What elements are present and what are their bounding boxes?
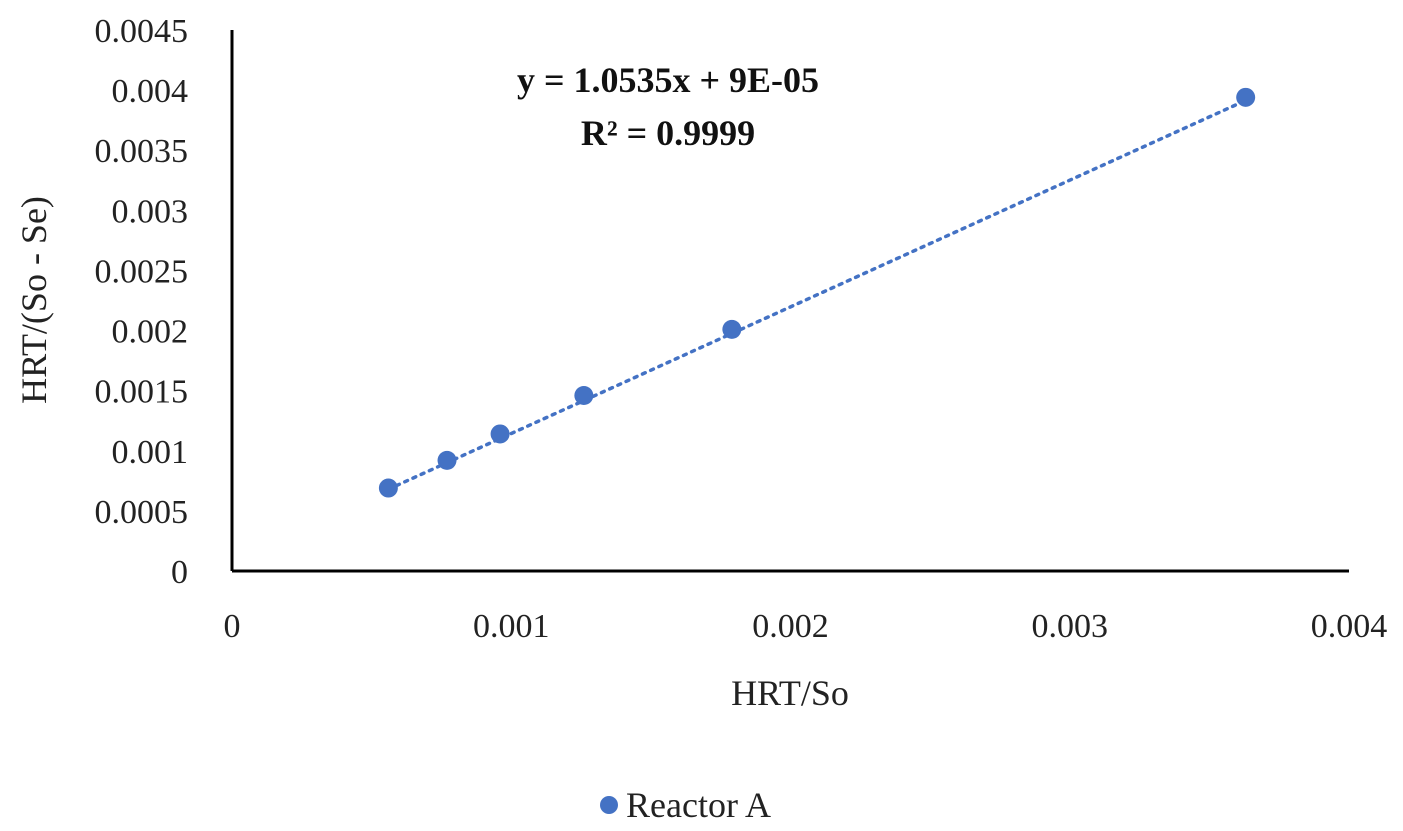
y-tick-label: 0.003 xyxy=(112,193,189,230)
y-tick-label: 0.0035 xyxy=(95,133,189,170)
data-point xyxy=(378,478,398,498)
data-point xyxy=(574,385,594,405)
trendline-equation: y = 1.0535x + 9E-05 xyxy=(517,60,819,100)
data-point xyxy=(490,424,510,444)
y-tick-label: 0.002 xyxy=(112,314,189,351)
data-point xyxy=(722,319,742,339)
data-point xyxy=(1236,87,1256,107)
legend: Reactor A xyxy=(600,785,771,825)
x-tick-label: 0 xyxy=(224,608,241,645)
x-tick-label: 0.004 xyxy=(1311,608,1388,645)
x-axis-title: HRT/So xyxy=(731,673,849,713)
y-tick-label: 0.0005 xyxy=(95,494,189,531)
data-points xyxy=(378,87,1256,498)
data-point xyxy=(437,450,457,470)
y-axis-title: HRT/(So - Se) xyxy=(14,196,54,404)
x-tick-label: 0.003 xyxy=(1032,608,1109,645)
y-tick-label: 0.0045 xyxy=(95,13,189,50)
x-tick-label: 0.001 xyxy=(473,608,550,645)
y-tick-label: 0 xyxy=(171,554,188,591)
y-tick-label: 0.004 xyxy=(112,73,189,110)
y-tick-label: 0.0025 xyxy=(95,253,189,290)
y-tick-label: 0.001 xyxy=(112,434,189,471)
y-axis-ticks: 0 0.0005 0.001 0.0015 0.002 0.0025 0.003 0.0035… xyxy=(95,13,189,591)
x-tick-label: 0.002 xyxy=(752,608,829,645)
trendline xyxy=(386,98,1248,492)
r-squared-label: R² = 0.9999 xyxy=(581,113,755,153)
legend-label: Reactor A xyxy=(626,785,771,825)
y-tick-label: 0.0015 xyxy=(95,374,189,411)
legend-marker xyxy=(600,796,618,814)
x-axis-ticks: 0 0.001 0.002 0.003 0.004 xyxy=(224,608,1388,645)
